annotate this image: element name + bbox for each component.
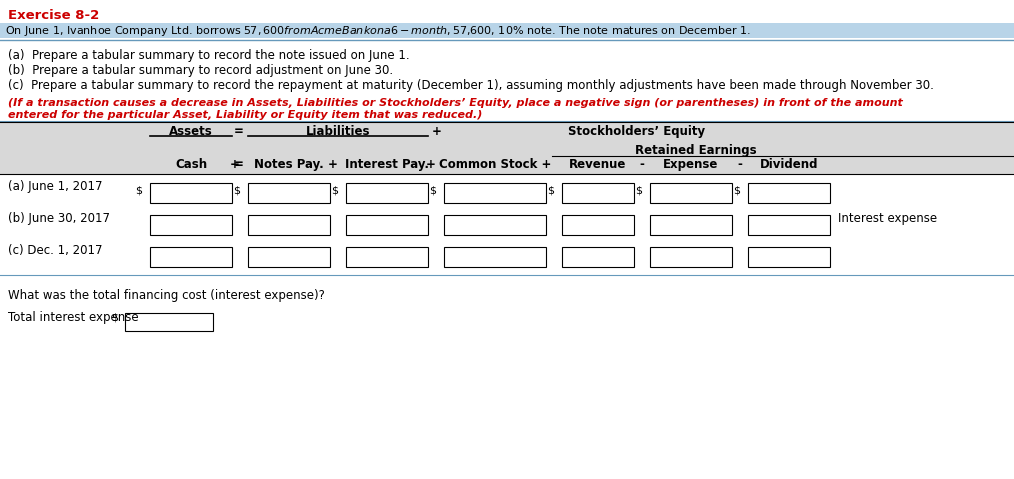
Text: Total interest expense: Total interest expense	[8, 311, 139, 324]
Bar	[562, 183, 634, 203]
Text: -: -	[639, 158, 644, 171]
Bar	[0, 122, 1014, 174]
Text: $: $	[233, 185, 240, 195]
Text: What was the total financing cost (interest expense)?: What was the total financing cost (inter…	[8, 289, 324, 302]
Bar	[248, 215, 330, 235]
Text: +: +	[230, 158, 240, 171]
Text: $: $	[635, 185, 642, 195]
Text: Notes Pay.: Notes Pay.	[255, 158, 323, 171]
Bar	[248, 247, 330, 267]
Text: $: $	[111, 313, 118, 323]
Bar	[650, 247, 732, 267]
Text: (a)  Prepare a tabular summary to record the note issued on June 1.: (a) Prepare a tabular summary to record …	[8, 49, 410, 62]
Bar	[650, 215, 732, 235]
Bar	[150, 247, 232, 267]
Bar	[748, 183, 830, 203]
Text: Expense: Expense	[663, 158, 719, 171]
Text: Interest expense: Interest expense	[838, 212, 937, 225]
Bar	[444, 215, 546, 235]
Text: -: -	[737, 158, 742, 171]
Bar	[444, 183, 546, 203]
Text: $: $	[135, 185, 142, 195]
Text: +: +	[426, 158, 436, 171]
Text: On June 1, Ivanhoe Company Ltd. borrows $57,600 from Acme Bank on a 6-month, $57: On June 1, Ivanhoe Company Ltd. borrows …	[5, 24, 751, 38]
Text: (If a transaction causes a decrease in Assets, Liabilities or Stockholders’ Equi: (If a transaction causes a decrease in A…	[8, 98, 902, 108]
Bar	[346, 183, 428, 203]
Text: (c)  Prepare a tabular summary to record the repayment at maturity (December 1),: (c) Prepare a tabular summary to record …	[8, 79, 934, 92]
Bar	[150, 183, 232, 203]
Bar	[150, 215, 232, 235]
Text: $: $	[547, 185, 554, 195]
Bar	[748, 247, 830, 267]
Text: Exercise 8-2: Exercise 8-2	[8, 9, 99, 22]
Text: (b) June 30, 2017: (b) June 30, 2017	[8, 212, 110, 225]
Text: $: $	[331, 185, 338, 195]
Bar	[125, 313, 213, 331]
Bar	[562, 247, 634, 267]
Text: +: +	[432, 125, 442, 138]
Bar	[346, 215, 428, 235]
Text: =: =	[234, 158, 244, 171]
Text: +: +	[329, 158, 338, 171]
Bar	[748, 215, 830, 235]
Bar	[346, 247, 428, 267]
Text: Retained Earnings: Retained Earnings	[635, 144, 756, 157]
Text: (a) June 1, 2017: (a) June 1, 2017	[8, 180, 102, 193]
Text: Stockholders’ Equity: Stockholders’ Equity	[569, 125, 706, 138]
Text: Revenue: Revenue	[569, 158, 627, 171]
Text: =: =	[234, 125, 244, 138]
Bar	[444, 247, 546, 267]
Bar	[248, 183, 330, 203]
Text: (b)  Prepare a tabular summary to record adjustment on June 30.: (b) Prepare a tabular summary to record …	[8, 64, 393, 77]
Bar	[0, 23, 1014, 38]
Text: $: $	[429, 185, 436, 195]
Text: Interest Pay.: Interest Pay.	[345, 158, 429, 171]
Text: Cash: Cash	[175, 158, 207, 171]
Text: Assets: Assets	[169, 125, 213, 138]
Text: (c) Dec. 1, 2017: (c) Dec. 1, 2017	[8, 244, 102, 257]
Text: Common Stock +: Common Stock +	[439, 158, 552, 171]
Text: Liabilities: Liabilities	[306, 125, 370, 138]
Text: entered for the particular Asset, Liability or Equity item that was reduced.): entered for the particular Asset, Liabil…	[8, 110, 483, 120]
Bar	[562, 215, 634, 235]
Text: $: $	[733, 185, 740, 195]
Text: Dividend: Dividend	[759, 158, 818, 171]
Bar	[650, 183, 732, 203]
